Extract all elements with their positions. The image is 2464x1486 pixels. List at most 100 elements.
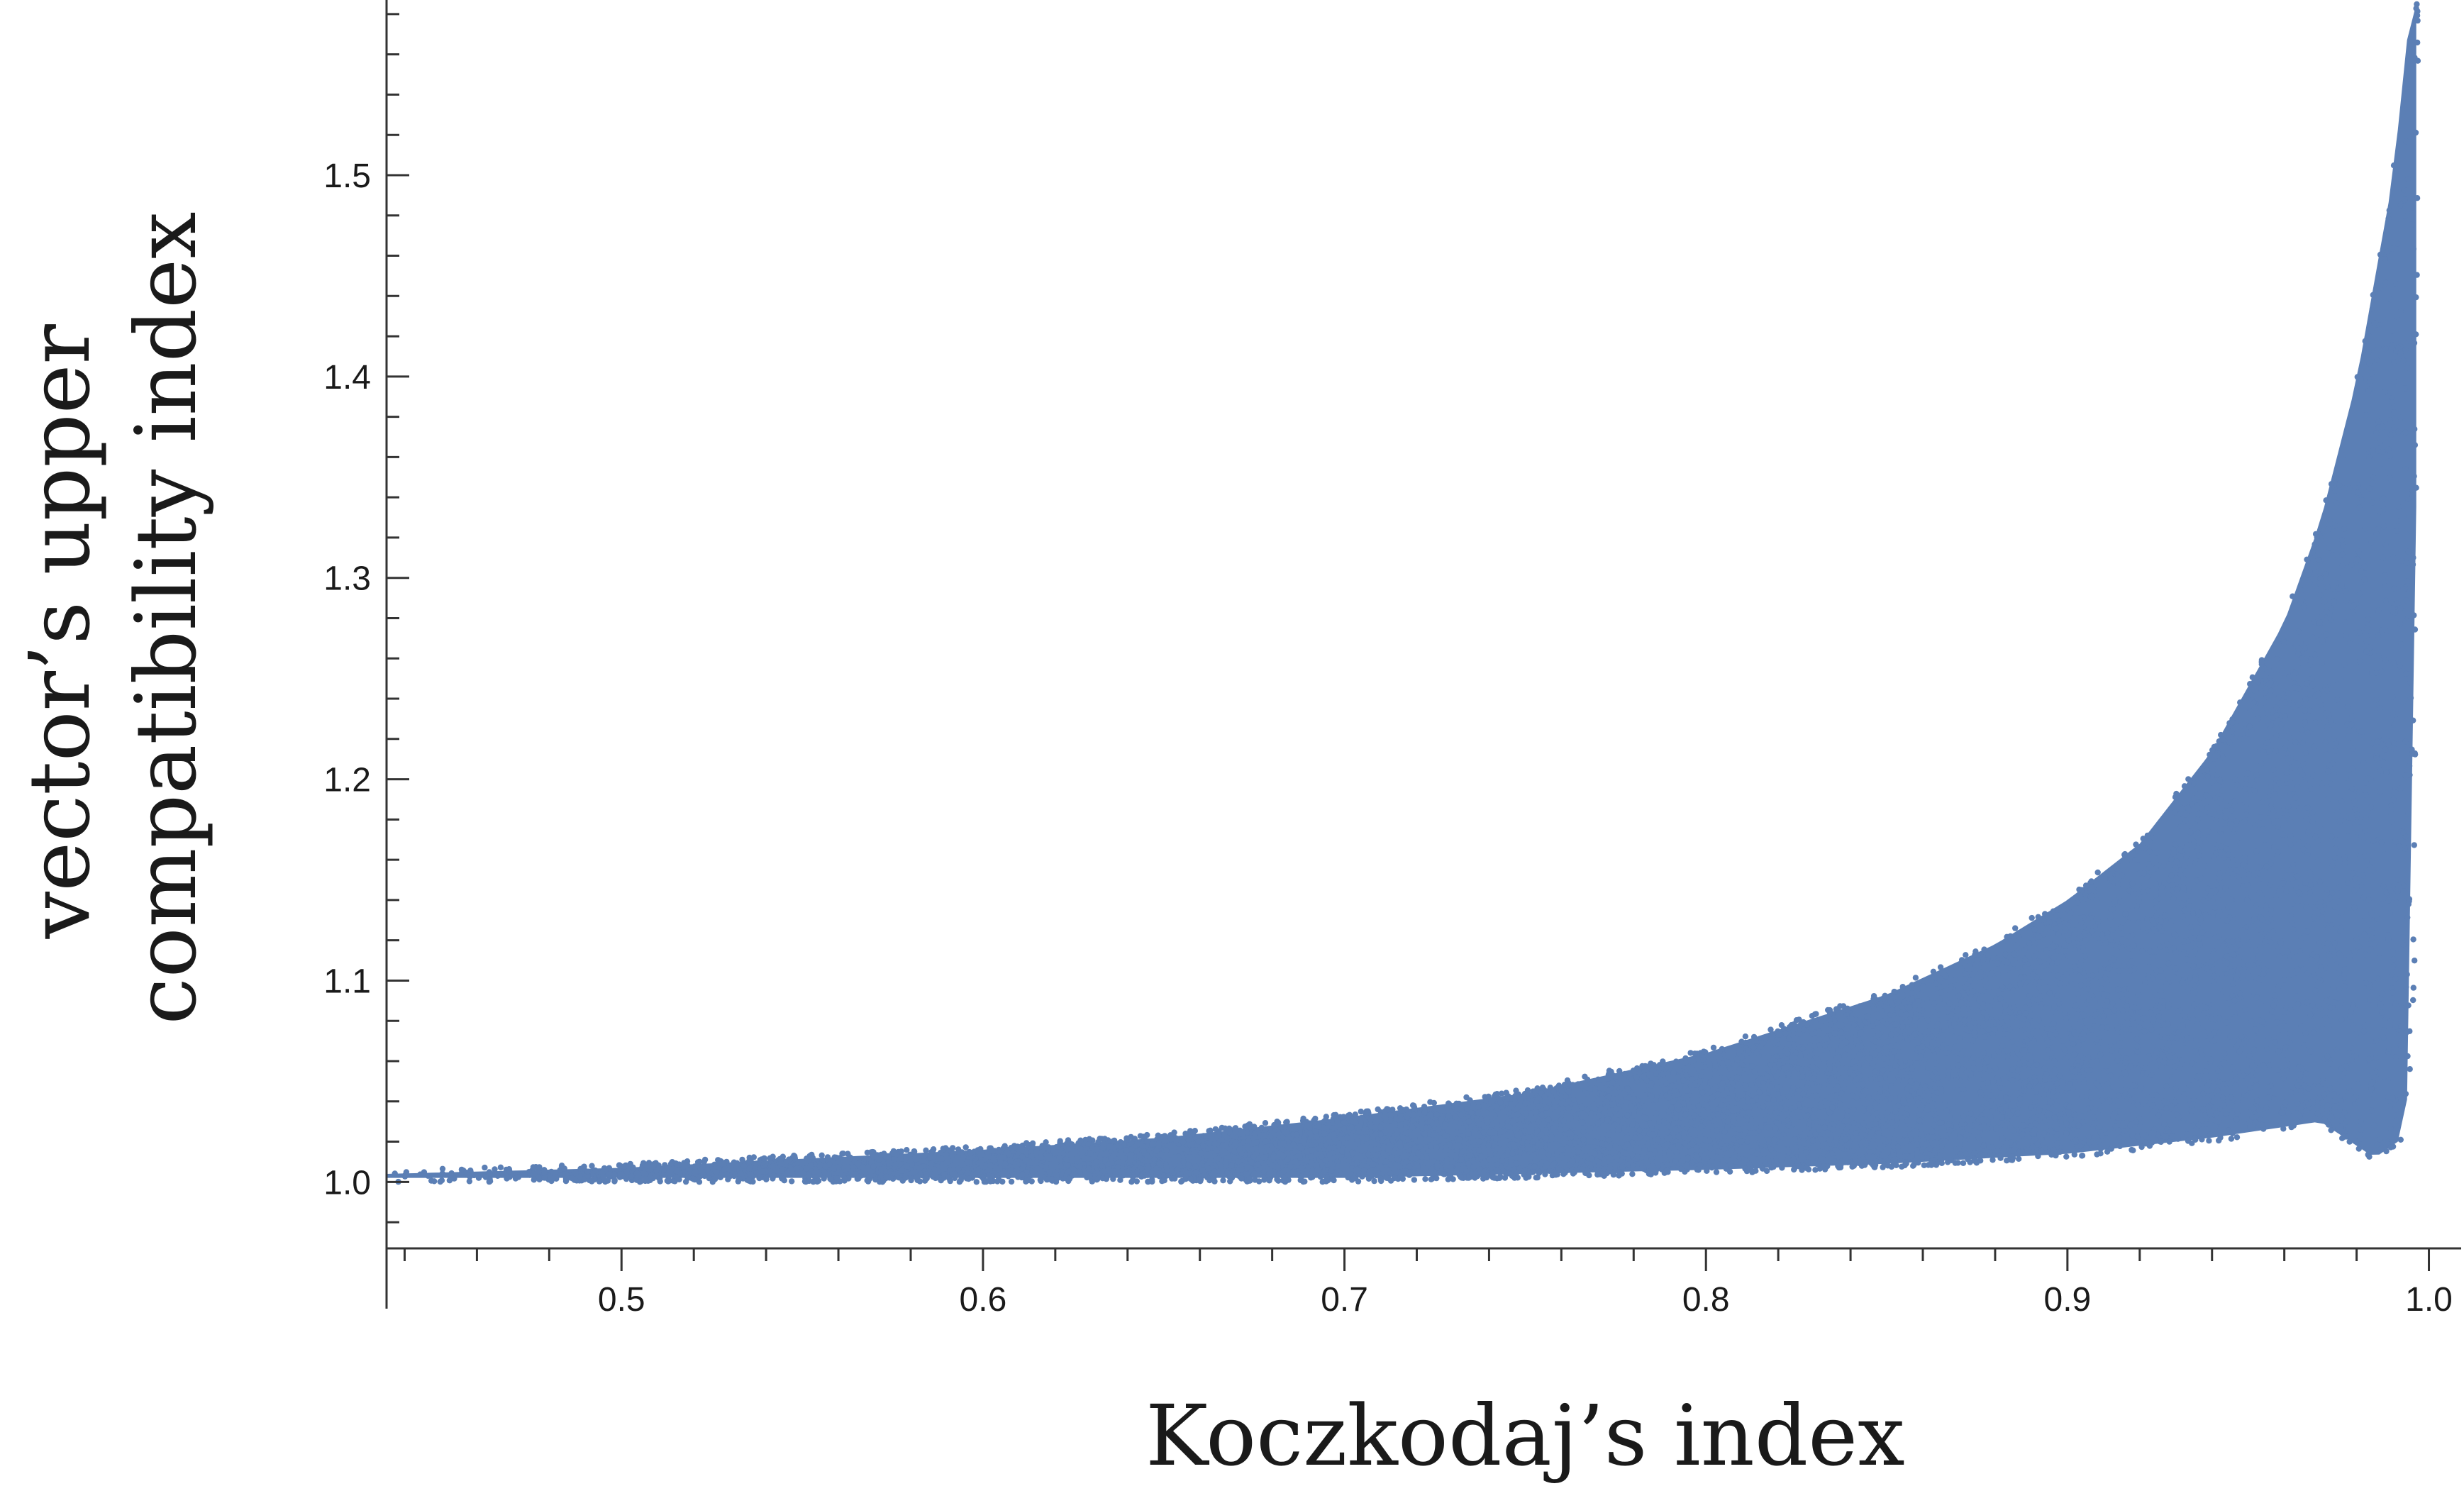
scatter-point [2406,338,2412,344]
scatter-point [921,1177,928,1184]
scatter-point [2302,707,2308,714]
scatter-point [1397,1172,1404,1180]
scatter-point [1223,1159,1229,1165]
scatter-point [2187,924,2194,931]
scatter-point [2368,1107,2375,1114]
scatter-point [2346,1050,2352,1057]
scatter-point [2325,768,2331,775]
scatter-point [2205,1079,2212,1085]
scatter-point [2080,1079,2087,1086]
scatter-point [1660,1071,1667,1078]
scatter-point [2227,1033,2233,1040]
scatter-point [2250,955,2257,961]
scatter-point [2368,540,2375,546]
scatter-point [1952,1043,1959,1050]
scatter-point [2315,690,2322,697]
scatter-point [2323,710,2329,716]
scatter-point [2264,1046,2270,1053]
scatter-point [1894,1026,1901,1033]
scatter-point [1882,1044,1889,1051]
scatter-point [2028,1104,2034,1111]
scatter-point [831,1165,838,1172]
scatter-point [2395,504,2402,510]
scatter-point [1570,1082,1577,1089]
scatter-point [1463,1168,1470,1175]
scatter-point [2026,1052,2033,1058]
scatter-point [1572,1101,1579,1107]
scatter-point [2208,811,2214,817]
scatter-point [2212,904,2218,911]
scatter-point [1894,1042,1900,1048]
scatter-point [2385,446,2392,453]
scatter-point [2385,1094,2392,1100]
scatter-point [2317,575,2324,582]
scatter-point [2247,681,2253,687]
scatter-point [1940,1032,1946,1038]
scatter-point [846,1154,853,1160]
scatter-point [1782,1106,1789,1112]
scatter-point [2369,926,2375,932]
scatter-point [2214,753,2220,759]
scatter-point [2141,1015,2148,1021]
scatter-point [1621,1070,1628,1077]
scatter-point [1916,1007,1923,1013]
scatter-point [1716,1119,1723,1126]
scatter-point [2136,890,2142,897]
scatter-point [2170,895,2177,902]
scatter-point [1039,1143,1045,1149]
scatter-point [1431,1099,1438,1107]
scatter-point [2375,632,2382,638]
scatter-point [1778,1099,1785,1107]
scatter-point [1765,1136,1772,1143]
scatter-point [1848,1030,1854,1037]
scatter-point [2350,609,2356,616]
scatter-point [2390,554,2397,560]
scatter-point [1773,1073,1780,1080]
scatter-point [1038,1155,1044,1161]
scatter-point [1953,964,1960,970]
scatter-point [1980,1081,1986,1087]
scatter-point [2402,429,2409,436]
scatter-point [1591,1133,1598,1139]
scatter-point [1280,1134,1286,1141]
scatter-point [536,1164,543,1170]
scatter-point [1699,1096,1706,1103]
scatter-point [2057,911,2063,919]
scatter-point [1101,1156,1109,1163]
scatter-point [1585,1107,1591,1114]
scatter-point [1360,1167,1367,1173]
scatter-point [2402,85,2409,92]
scatter-point [2348,562,2355,568]
scatter-point [1899,1163,1905,1170]
scatter-point [2354,811,2360,818]
scatter-point [1677,1068,1683,1074]
scatter-point [1784,1055,1790,1061]
scatter-point [2377,1076,2383,1082]
scatter-point [1348,1124,1355,1131]
scatter-point [1917,1033,1924,1040]
scatter-point [2380,1027,2387,1033]
scatter-point [2322,571,2329,577]
scatter-point [2133,841,2139,848]
scatter-point [2048,1080,2054,1087]
scatter-point [2041,1130,2048,1136]
scatter-point [2062,928,2068,934]
scatter-point [2387,431,2394,438]
scatter-point [1641,1073,1647,1080]
scatter-point [2285,1110,2292,1116]
scatter-point [1880,1136,1887,1143]
scatter-point [1838,1123,1846,1130]
scatter-point [2309,1002,2316,1009]
scatter-point [2240,1068,2246,1074]
scatter-point [2088,1094,2094,1101]
scatter-point [2025,1066,2032,1072]
scatter-point [2282,1099,2289,1107]
scatter-point [1266,1171,1273,1178]
scatter-point [1465,1160,1472,1168]
scatter-point [2341,662,2348,668]
scatter-point [2292,739,2299,745]
scatter-point [2362,526,2368,532]
scatter-point [2382,256,2388,262]
scatter-point [1358,1114,1365,1121]
